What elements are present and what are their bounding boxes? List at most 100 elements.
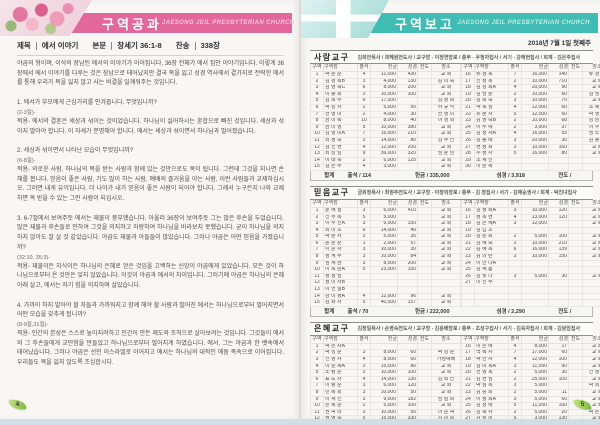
- cell-attendance: 2: [508, 123, 522, 132]
- cell-attendance: [357, 272, 371, 281]
- cell-evangelism: [568, 356, 583, 364]
- cell-evangelism: [568, 272, 583, 281]
- report-row: 14 이 태 옥 2 6,000 125 교 회: [310, 156, 461, 165]
- cell-leader: 김 승 희: [474, 388, 509, 397]
- col-header-attendance: 출석: [508, 335, 522, 344]
- church-name: JAESONG JEIL PRESBYTERIAN CHURCH: [161, 20, 295, 26]
- cell-leader: 전 병 옥: [474, 369, 509, 377]
- cell-offering: 16,000: [521, 71, 549, 79]
- lesson-section: 2. 세상과 섞이면서 나타난 모습이 무엇입니까? (6-8절)- 적용- 의…: [17, 147, 284, 205]
- cell-place: 교 회: [431, 299, 461, 307]
- cell-evangelism: [417, 246, 432, 255]
- passage-value: 창세기 36:1-8: [117, 41, 162, 50]
- cell-no: 13: [310, 286, 324, 294]
- cell-bible: 60: [548, 110, 569, 119]
- cell-attendance: 2: [357, 156, 371, 165]
- cell-no: 25: [461, 266, 475, 274]
- cell-bible: [397, 163, 418, 171]
- cell-leader: 현 정 희: [474, 143, 509, 152]
- cell-offering: [521, 286, 549, 294]
- cell-no: 10: [310, 402, 324, 410]
- cell-attendance: 5: [508, 415, 522, 419]
- cell-attendance: 4: [357, 71, 371, 79]
- cell-bible: [548, 382, 569, 390]
- cell-evangelism: [568, 388, 583, 397]
- cell-bible: 139: [548, 246, 569, 255]
- report-row: 11 권 덕 의 3 10,000 50 이 순 덕: [310, 408, 461, 417]
- cell-place: 교 회: [431, 369, 461, 377]
- cell-leader: 정 미 자B: [323, 279, 358, 288]
- report-row: 10 손 복 순 2 5,000 100 교 회: [310, 402, 461, 410]
- cell-offering: 12,000: [521, 356, 549, 364]
- report-row: 12 김 신 현 4 12,000 200 교 회: [310, 143, 461, 152]
- cell-offering: [521, 226, 549, 235]
- report-row: 15 김 은 주 4 3,000 교 회: [310, 163, 461, 171]
- cell-attendance: 5: [508, 110, 522, 119]
- col-header-offering: 헌금: [521, 199, 549, 208]
- cell-leader: 이 재 선: [323, 395, 358, 404]
- cell-bible: 100: [548, 375, 569, 384]
- cell-attendance: 4: [508, 84, 522, 92]
- report-row: 30 이 춘 복: [461, 163, 600, 171]
- cell-leader: 권 덕 의: [323, 408, 358, 417]
- cell-offering: 23,000: [370, 266, 398, 274]
- cell-place: 전 영 미: [431, 110, 461, 119]
- cell-offering: 5,000: [370, 402, 398, 410]
- cell-bible: 200: [397, 84, 418, 92]
- cell-bible: [548, 286, 569, 294]
- cell-attendance: 3: [357, 246, 371, 255]
- report-row: 24 이 안 나A: [461, 259, 600, 268]
- cell-evangelism: [417, 220, 432, 228]
- cell-no: 23: [461, 253, 475, 261]
- cell-no: 28: [461, 150, 475, 158]
- meta-rule: [17, 55, 284, 56]
- cell-offering: 10,000: [521, 143, 549, 152]
- col-header-leader: 구역장: [474, 64, 509, 72]
- cell-leader: 이 수 예: [474, 123, 509, 132]
- hymn-value: 338장: [200, 41, 220, 50]
- cell-leader: 최 성 남: [323, 150, 358, 158]
- cell-evangelism: [417, 272, 432, 281]
- cell-no: 1: [310, 206, 324, 215]
- cell-offering: 10,000: [370, 253, 398, 261]
- cell-bible: 30: [548, 136, 569, 145]
- cell-evangelism: [568, 130, 583, 138]
- lesson-body: 제목 에서 이야기 본문 창세기 36:1-8 찬송 338장 야곱의 형이며,…: [0, 0, 299, 369]
- cell-leader: 이 진 주: [474, 279, 509, 288]
- cell-leader: 이 수 진A: [323, 220, 358, 228]
- col-header-place: 장소: [582, 335, 600, 344]
- cell-bible: [548, 226, 569, 235]
- cell-place: 교 회: [431, 84, 461, 92]
- cell-no: 17: [461, 213, 475, 222]
- parish-staff: 김정일목사 / 손영숙전도사 / 교구장 - 김윤배장로 / 총무 - 조성구집…: [357, 326, 581, 333]
- cell-no: 22: [461, 110, 475, 119]
- cell-place: 교 회: [431, 253, 461, 261]
- cell-no: 6: [310, 375, 324, 384]
- cell-bible: 60: [548, 349, 569, 357]
- cell-bible: 40: [397, 117, 418, 125]
- lesson-intro: 야곱의 형이며, 이삭의 장남인 에서의 이야기가 이어집니다. 36장 전체가…: [17, 61, 284, 87]
- cell-bible: 68: [548, 117, 569, 125]
- cell-place: [582, 163, 600, 171]
- cell-place: 김 무 선: [431, 136, 461, 145]
- report-row: 11 정 정 님: [310, 272, 461, 281]
- cell-bible: 120: [548, 213, 569, 222]
- report-row: 15 김 화 자 5 40,000 157 교 회: [310, 299, 461, 307]
- cell-place: 이 수 예: [582, 123, 600, 132]
- page-number: 4: [15, 400, 20, 409]
- cell-bible: 140: [548, 71, 569, 79]
- cell-attendance: 2: [508, 369, 522, 377]
- parish-name: 믿음교구: [314, 188, 350, 198]
- cell-place: 박 영 심: [582, 110, 600, 119]
- cell-attendance: 5: [357, 415, 371, 419]
- cell-no: 26: [461, 408, 475, 417]
